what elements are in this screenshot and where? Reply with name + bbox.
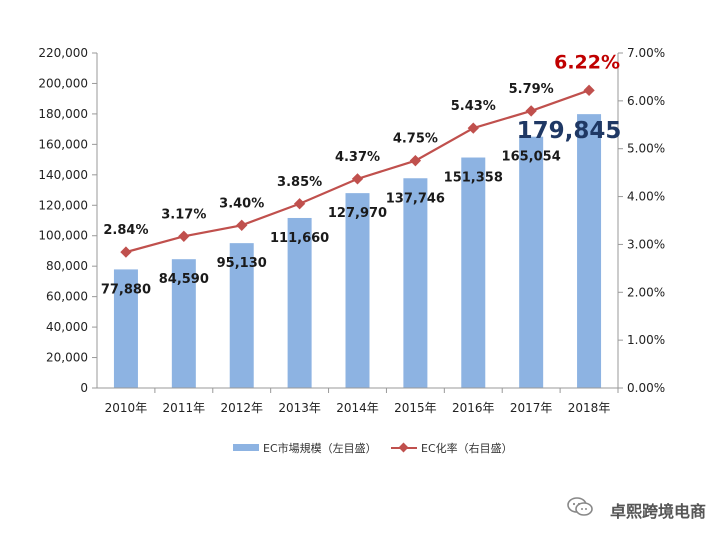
bar: [345, 193, 370, 388]
left-tick-label: 160,000: [38, 137, 88, 151]
bar: [113, 269, 138, 388]
bar: [461, 157, 486, 388]
x-axis: 2010年 2011年 2012年 2013年 2014年 2015年 2016年 2017年…: [97, 387, 619, 415]
rate-point: [583, 84, 595, 96]
left-tick-label: 100,000: [38, 229, 88, 243]
right-tick-label: 0.00%: [627, 381, 665, 395]
rate-point: [409, 155, 422, 167]
x-tick-label: 2017年: [510, 401, 553, 415]
x-tick-label: 2012年: [220, 401, 263, 415]
rate-value-label: 5.43%: [451, 99, 496, 114]
bar-value-label: 111,660: [270, 231, 329, 246]
right-tick-label: 1.00%: [627, 333, 665, 347]
bar: [171, 259, 196, 388]
right-tick-label: 5.00%: [627, 142, 665, 156]
left-tick-label: 120,000: [38, 198, 88, 212]
right-tick-label: 6.00%: [627, 94, 665, 108]
legend: EC市場規模（左目盛） EC化率（右目盛）: [233, 441, 513, 455]
left-tick-label: 180,000: [38, 107, 88, 121]
rate-point: [178, 230, 190, 242]
rate-value-label: 4.75%: [393, 132, 438, 147]
bar-value-label: 127,970: [328, 206, 387, 221]
bar-value-label: 137,746: [386, 191, 445, 206]
bar-value-label: 95,130: [217, 256, 267, 271]
x-tick-label: 2010年: [105, 401, 148, 415]
right-tick-label: 2.00%: [627, 285, 665, 299]
legend-swatch-marker: [398, 442, 409, 453]
left-tick-label: 20,000: [46, 351, 88, 365]
wechat-icon: [567, 497, 593, 516]
legend-label-bar: EC市場規模（左目盛）: [263, 441, 377, 455]
x-tick-label: 2011年: [163, 401, 206, 415]
bar: [229, 243, 254, 388]
bar-value-label: 151,358: [444, 171, 503, 186]
legend-swatch-bar: [233, 444, 259, 451]
legend-label-line: EC化率（右目盛）: [421, 441, 513, 455]
left-tick-label: 60,000: [46, 290, 88, 304]
x-tick-label: 2015年: [394, 401, 437, 415]
bars: [113, 114, 602, 388]
rate-value-label: 6.22%: [554, 51, 620, 73]
rate-value-label: 4.37%: [335, 150, 380, 165]
bar: [519, 136, 544, 388]
right-tick-label: 7.00%: [627, 46, 665, 60]
bar: [577, 114, 602, 388]
rate-point: [120, 246, 132, 258]
rate-value-label: 5.79%: [509, 82, 554, 97]
rate-value-label: 3.85%: [277, 175, 322, 190]
x-tick-label: 2013年: [278, 401, 321, 415]
rate-point: [236, 219, 248, 231]
left-tick-label: 40,000: [46, 320, 88, 334]
rate-point: [293, 198, 306, 210]
bar-value-label: 84,590: [159, 272, 209, 287]
right-tick-label: 4.00%: [627, 190, 665, 204]
right-axis: 0.00% 1.00% 2.00% 3.00% 4.00% 5.00% 6.00% 7.00%: [617, 46, 665, 395]
rate-value-label: 2.84%: [103, 223, 148, 238]
bar-value-label: 77,880: [101, 282, 151, 297]
rate-point: [351, 173, 364, 185]
x-tick-label: 2018年: [568, 401, 611, 415]
bar: [403, 178, 428, 388]
rate-point: [467, 122, 479, 134]
left-axis: 0 20,000 40,000 60,000 80,000 100,000 120,000 1…: [38, 46, 98, 395]
x-tick-label: 2016年: [452, 401, 495, 415]
left-tick-label: 220,000: [38, 46, 88, 60]
left-tick-label: 80,000: [46, 259, 88, 273]
watermark-text: 卓熙跨境电商: [609, 502, 706, 521]
rate-value-label: 3.17%: [161, 207, 206, 222]
right-tick-label: 3.00%: [627, 237, 665, 251]
bar-value-label: 179,845: [517, 118, 622, 144]
left-tick-label: 200,000: [38, 76, 88, 90]
bar-value-label: 165,054: [502, 150, 561, 165]
x-tick-label: 2014年: [336, 401, 379, 415]
rate-value-label: 3.40%: [219, 196, 264, 211]
left-tick-label: 140,000: [38, 168, 88, 182]
rate-point: [525, 105, 537, 117]
bar: [287, 217, 312, 388]
left-tick-label: 0: [80, 381, 88, 395]
